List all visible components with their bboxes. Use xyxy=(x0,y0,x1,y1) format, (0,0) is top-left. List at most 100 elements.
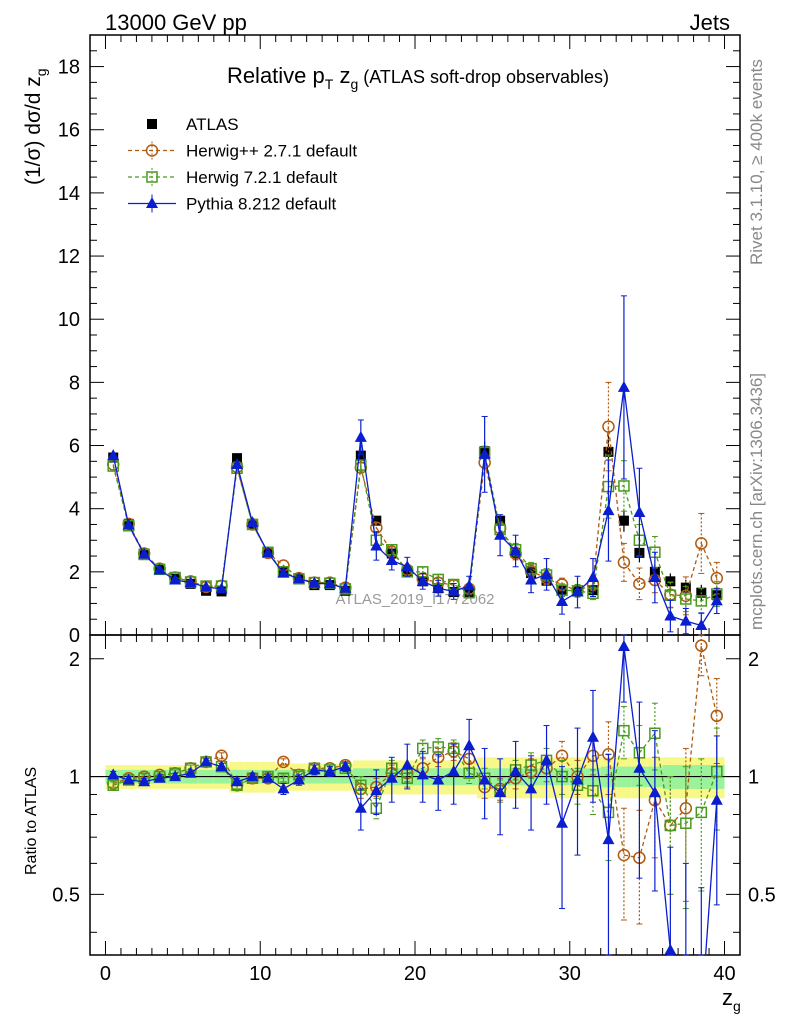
mcplots-label: mcplots.cern.ch [arXiv:1306.3436] xyxy=(747,373,766,630)
legend-label-herwig7: Herwig 7.2.1 default xyxy=(186,168,337,187)
ratio-point-pythia xyxy=(184,766,197,778)
ratio-point-pythia xyxy=(648,786,661,798)
ratio-point-pythia xyxy=(494,786,507,798)
ratio-point-pythia xyxy=(169,770,182,782)
ratio-point-pythia xyxy=(354,801,367,813)
data-point-pythia xyxy=(463,579,476,591)
data-point-pythia xyxy=(679,614,692,626)
chart-title: Relative pT zg (ATLAS soft-drop observab… xyxy=(227,63,609,92)
legend-label-pythia: Pythia 8.212 default xyxy=(186,195,337,214)
data-point-pythia xyxy=(617,380,630,392)
data-point-pythia xyxy=(323,577,336,589)
ratio-point-pythia xyxy=(432,773,445,785)
series-layer xyxy=(106,295,724,956)
data-point-pythia xyxy=(556,595,569,607)
data-point-pythia xyxy=(292,572,305,584)
ratio-point-pythia xyxy=(633,761,646,773)
ratio-line-herwig7 xyxy=(113,729,718,827)
data-point-atlas xyxy=(618,515,629,526)
ratio-point-pythia xyxy=(138,775,151,787)
rivet-label: Rivet 3.1.10, ≥ 400k events xyxy=(747,59,766,265)
title-pre: Relative p xyxy=(227,63,325,88)
data-point-pythia xyxy=(107,449,120,461)
x-tick-label: 0 xyxy=(100,963,111,985)
series-line-herwigpp xyxy=(112,426,718,597)
x-tick-label: 20 xyxy=(404,963,426,985)
series-line-pythia xyxy=(112,387,718,627)
ratio-point-herwigpp xyxy=(695,639,708,652)
data-point-pythia xyxy=(648,571,661,583)
data-point-pythia xyxy=(122,518,135,530)
ratio-point-pythia xyxy=(463,739,476,751)
legend: ATLAS Herwig++ 2.7.1 default Herwig 7.2.1 … xyxy=(128,115,357,214)
x-axis-label: zg xyxy=(722,985,741,1014)
ratio-point-pythia xyxy=(571,773,584,785)
ratio-point-pythia xyxy=(540,753,553,765)
x-tick-label: 40 xyxy=(713,963,735,985)
data-point-pythia xyxy=(494,528,507,540)
ratio-line-pythia xyxy=(113,646,718,955)
data-point-pythia xyxy=(586,571,599,583)
ratio-point-pythia xyxy=(277,782,290,794)
legend-label-herwigpp: Herwig++ 2.7.1 default xyxy=(186,142,357,161)
data-point-pythia xyxy=(710,594,723,606)
ratio-point-pythia xyxy=(246,770,259,782)
y-tick-label: 2 xyxy=(69,562,80,584)
series-herwigpp xyxy=(106,381,724,616)
data-point-pythia xyxy=(633,505,646,517)
ratio-point-herwig7 xyxy=(680,817,692,829)
data-point-pythia xyxy=(184,576,197,588)
ratio-point-herwigpp xyxy=(277,755,290,769)
y-tick-label: 18 xyxy=(58,57,80,79)
data-point-herwig7 xyxy=(680,593,692,605)
data-point-pythia xyxy=(261,546,274,558)
series-atlas xyxy=(108,436,722,604)
data-point-herwig7 xyxy=(618,480,630,492)
data-point-herwigpp xyxy=(633,577,646,591)
ratio-y-axis-label: Ratio to ATLAS xyxy=(23,767,40,875)
data-point-pythia xyxy=(308,576,321,588)
y-tick-label: 8 xyxy=(69,372,80,394)
ratio-point-pythia xyxy=(509,765,522,777)
data-point-pythia xyxy=(571,585,584,597)
y-tick-label: 16 xyxy=(58,120,80,142)
legend-marker-herwigpp xyxy=(145,144,159,157)
legend-marker-atlas xyxy=(147,119,157,129)
ratio-point-pythia xyxy=(586,730,599,742)
x-tick-label: 10 xyxy=(249,963,271,985)
ratio-point-herwig7 xyxy=(618,724,630,737)
ratio-point-pythia xyxy=(323,765,336,777)
y-axis-label: (1/σ) dσ/d zg xyxy=(22,68,49,185)
ratio-point-pythia xyxy=(370,784,383,796)
legend-marker-pythia xyxy=(146,197,158,208)
ratio-point-herwigpp xyxy=(710,709,724,723)
title-mid: z xyxy=(333,63,350,88)
ratio-point-herwig7 xyxy=(107,779,119,792)
series-pythia xyxy=(107,295,723,636)
ratio-point-herwig7 xyxy=(664,819,677,832)
ratio-point-pythia xyxy=(385,771,398,783)
x-tick-label: 30 xyxy=(559,963,581,985)
ratio-point-pythia xyxy=(617,639,630,651)
data-point-pythia xyxy=(447,584,460,596)
legend-marker-herwig7 xyxy=(146,171,158,183)
data-point-herwigpp xyxy=(710,571,724,585)
ratio-point-pythia xyxy=(107,768,120,780)
y-tick-label: 10 xyxy=(58,309,80,331)
data-point-pythia xyxy=(354,430,367,442)
ratio-tick-label-right: 2 xyxy=(748,649,759,671)
ratio-point-pythia xyxy=(447,765,460,777)
ratio-point-pythia xyxy=(710,793,723,805)
y-tick-label: 14 xyxy=(58,183,80,205)
data-point-pythia xyxy=(432,581,445,593)
data-point-pythia xyxy=(169,573,182,585)
data-point-herwig7 xyxy=(107,460,119,472)
data-point-atlas xyxy=(355,450,366,461)
data-point-pythia xyxy=(246,516,259,528)
data-point-herwigpp xyxy=(695,537,708,550)
ratio-point-herwigpp xyxy=(617,848,631,862)
ratio-point-pythia xyxy=(261,771,274,783)
y-tick-label: 12 xyxy=(58,246,80,268)
